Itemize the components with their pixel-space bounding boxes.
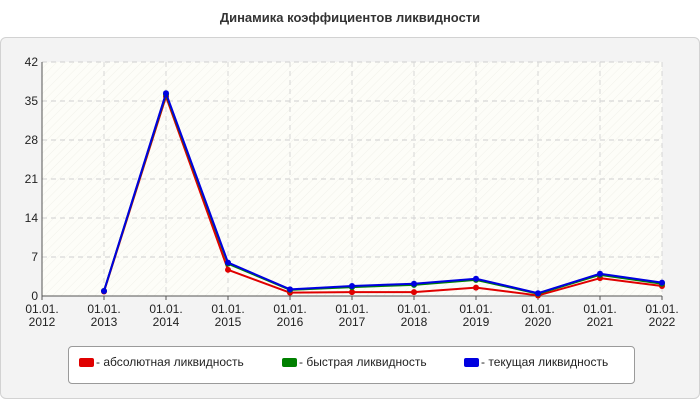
x-tick-label-day: 01.01. xyxy=(273,302,306,316)
x-tick-label: 01.01. 2019 xyxy=(459,302,492,329)
series-point-0 xyxy=(225,266,231,273)
x-tick-label-day: 01.01. xyxy=(583,302,616,316)
x-tick-label: 01.01. 2012 xyxy=(25,302,58,329)
legend-item-quick: - быстрая ликвидность xyxy=(282,355,427,369)
series-point-2 xyxy=(597,270,603,277)
x-tick-label-year: 2018 xyxy=(401,315,428,329)
legend-swatch-current xyxy=(464,357,479,367)
x-tick-label: 01.01. 2022 xyxy=(645,302,678,329)
series-point-2 xyxy=(473,275,479,282)
legend-label-absolute: - абсолютная ликвидность xyxy=(96,355,244,369)
y-tick-label: 21 xyxy=(25,172,39,186)
x-tick-label: 01.01. 2015 xyxy=(211,302,244,329)
chart-title: Динамика коэффициентов ликвидности xyxy=(219,10,481,25)
x-tick-label: 01.01. 2017 xyxy=(335,302,368,329)
series-layer xyxy=(101,90,665,299)
x-tick-label-day: 01.01. xyxy=(149,302,182,316)
legend-swatch-absolute xyxy=(79,357,94,367)
legend-label-quick: - быстрая ликвидность xyxy=(299,355,427,369)
x-tick-label-day: 01.01. xyxy=(335,302,368,316)
series-line-2 xyxy=(103,92,663,295)
series-line-0 xyxy=(103,95,663,297)
x-tick-label-year: 2022 xyxy=(649,315,676,329)
series-point-2 xyxy=(535,290,541,297)
x-tick-label: 01.01. 2013 xyxy=(87,302,120,329)
x-tick-label-day: 01.01. xyxy=(397,302,430,316)
x-tick-label-year: 2020 xyxy=(525,315,552,329)
legend-label-current: - текущая ликвидность xyxy=(481,355,609,369)
grid-layer xyxy=(42,61,663,296)
x-tick-label-year: 2012 xyxy=(29,315,56,329)
series-point-2 xyxy=(225,259,231,266)
x-tick-label-year: 2019 xyxy=(463,315,490,329)
x-tick-label: 01.01. 2021 xyxy=(583,302,616,329)
series-point-2 xyxy=(659,279,665,286)
x-tick-label: 01.01. 2016 xyxy=(273,302,306,329)
x-tick-label-year: 2016 xyxy=(277,315,304,329)
x-tick-label-day: 01.01. xyxy=(211,302,244,316)
series-point-0 xyxy=(473,284,479,291)
series-point-2 xyxy=(101,287,107,294)
x-tick-label-year: 2013 xyxy=(91,315,118,329)
x-tick-label: 01.01. 2014 xyxy=(149,302,182,329)
x-tick-label-day: 01.01. xyxy=(459,302,492,316)
x-tick-label-day: 01.01. xyxy=(87,302,120,316)
x-tick-label-day: 01.01. xyxy=(25,302,58,316)
x-tick-label-year: 2015 xyxy=(215,315,242,329)
y-tick-label: 35 xyxy=(25,94,39,108)
x-tick-label-year: 2014 xyxy=(153,315,180,329)
x-tick-label-year: 2017 xyxy=(339,315,366,329)
series-point-2 xyxy=(411,280,417,287)
x-tick-label: 01.01. 2020 xyxy=(521,302,554,329)
legend-item-current: - текущая ликвидность xyxy=(464,355,608,369)
series-point-2 xyxy=(349,282,355,289)
y-tick-label: 14 xyxy=(25,211,39,225)
y-tick-label: 42 xyxy=(25,55,39,69)
x-tick-label-day: 01.01. xyxy=(645,302,678,316)
x-tick-label-year: 2021 xyxy=(587,315,614,329)
y-tick-label: 28 xyxy=(25,133,39,147)
legend: - абсолютная ликвидность - быстрая ликви… xyxy=(68,346,635,384)
x-tick-label-day: 01.01. xyxy=(521,302,554,316)
series-point-0 xyxy=(349,289,355,296)
legend-swatch-quick xyxy=(282,357,297,367)
x-tick-label: 01.01. 2018 xyxy=(397,302,430,329)
series-point-0 xyxy=(411,289,417,296)
y-tick-label: 7 xyxy=(31,250,38,264)
series-point-2 xyxy=(163,90,169,97)
legend-item-absolute: - абсолютная ликвидность xyxy=(79,355,244,369)
y-tick-label: 0 xyxy=(31,289,38,303)
series-point-2 xyxy=(287,286,293,293)
